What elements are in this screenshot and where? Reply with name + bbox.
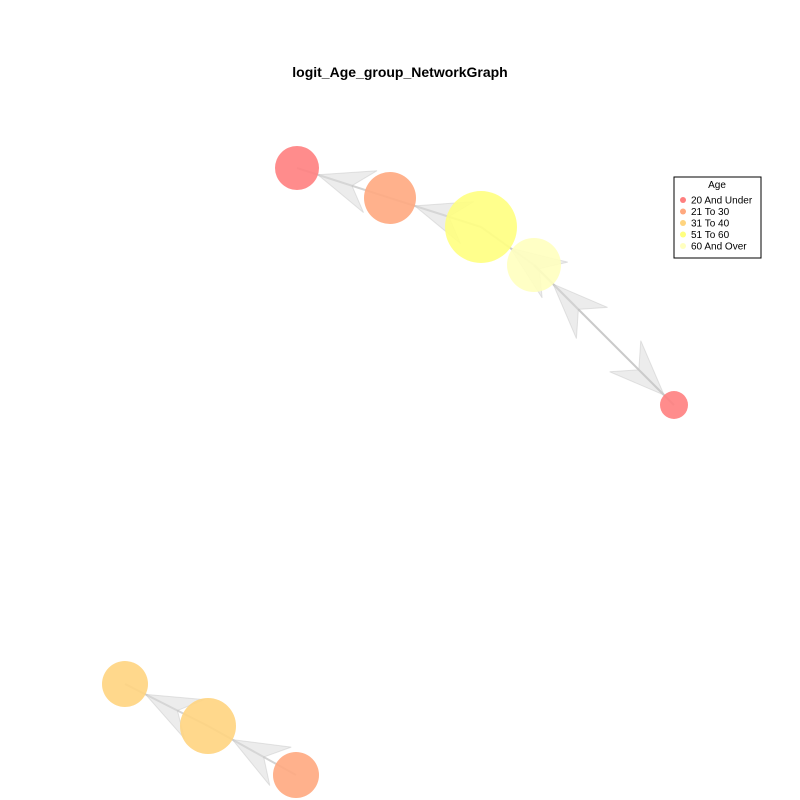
legend-label: 20 And Under [691, 196, 753, 207]
nodes [102, 146, 688, 798]
legend-label: 51 To 60 [691, 230, 730, 241]
legend-swatch [680, 231, 686, 238]
graph-node [180, 698, 236, 754]
legend-title: Age [708, 180, 726, 191]
legend-label: 31 To 40 [691, 219, 730, 230]
graph-node [273, 752, 319, 798]
edge-arrowhead [231, 738, 292, 786]
graph-node [660, 391, 688, 419]
legend-box [673, 176, 762, 259]
edge-arrowhead [316, 170, 378, 213]
legend-swatch [680, 220, 686, 226]
graph-node [364, 172, 416, 224]
legend-label: 60 And Over [691, 242, 747, 253]
graph-node [102, 661, 148, 707]
legend-label: 21 To 30 [691, 207, 730, 218]
edges [124, 167, 675, 786]
graph-title: logit_Age_group_NetworkGraph [292, 64, 507, 80]
legend-swatch [680, 208, 686, 215]
edge-arrowhead [552, 283, 608, 339]
graph-node [275, 146, 319, 190]
graph-node [445, 191, 517, 263]
legend-swatch [680, 243, 686, 249]
legend-swatch [680, 197, 686, 203]
graph-node [507, 238, 561, 292]
